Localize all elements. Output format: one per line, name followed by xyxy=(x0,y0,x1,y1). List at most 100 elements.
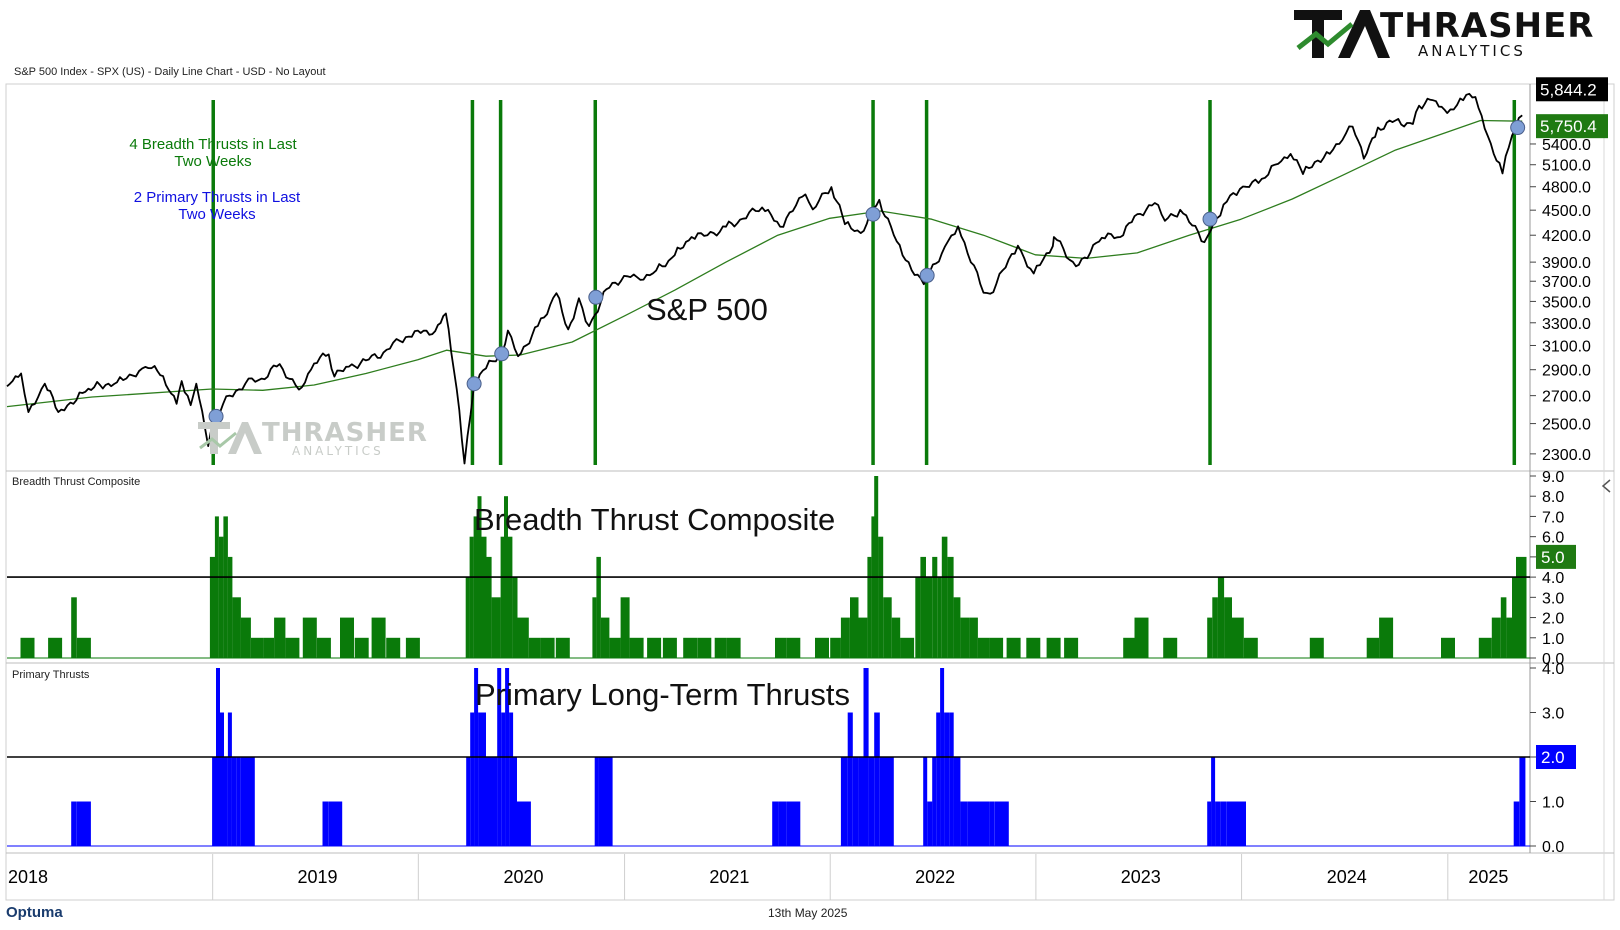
thrust-marker xyxy=(1510,120,1526,136)
price-panel: 2300.0 2500.0 2700.0 2900.0 3100.0 3300.0 3500… xyxy=(6,77,1608,465)
primary-bar xyxy=(840,757,848,846)
y-tick-label: 2500.0 xyxy=(1542,417,1591,434)
primary-bar xyxy=(1211,757,1216,846)
primary-bar xyxy=(772,801,779,846)
breadth-bar xyxy=(540,637,555,658)
breadth-bar xyxy=(926,577,933,658)
breadth-bar xyxy=(941,536,948,658)
breadth-bar xyxy=(620,597,630,658)
breadth-bar xyxy=(507,536,513,658)
breadth-bar xyxy=(371,617,386,658)
breadth-last-label: 5.0 xyxy=(1541,548,1565,567)
y-tick-label: 4500.0 xyxy=(1542,203,1591,220)
breadth-bar xyxy=(937,577,942,658)
breadth-bar xyxy=(609,637,621,658)
breadth-bar xyxy=(1500,597,1507,658)
breadth-bar xyxy=(600,617,610,658)
thrasher-logo-icon xyxy=(1294,10,1390,58)
primary-bar xyxy=(944,712,950,846)
primary-bar xyxy=(513,757,517,846)
breadth-bar xyxy=(209,556,215,658)
primary-bar xyxy=(482,712,486,846)
breadth-bar xyxy=(274,617,286,658)
x-tick-label: 2019 xyxy=(298,867,338,887)
breadth-bar xyxy=(1366,637,1380,658)
breadth-bar xyxy=(977,637,990,658)
y-tick-label: 4200.0 xyxy=(1542,228,1591,245)
primary-bar xyxy=(71,801,77,846)
breadth-bar xyxy=(232,597,241,658)
breadth-bar xyxy=(48,637,63,658)
breadth-bar xyxy=(1134,617,1149,658)
breadth-bar xyxy=(683,637,698,658)
breadth-bar xyxy=(989,637,1004,658)
breadth-bar xyxy=(1516,556,1521,658)
y-tick-label: 3100.0 xyxy=(1542,338,1591,355)
breadth-bar xyxy=(1491,617,1501,658)
breadth-bar xyxy=(1512,577,1516,658)
footer-date: 13th May 2025 xyxy=(768,906,848,920)
thrust-marker xyxy=(919,267,935,283)
primary-bar xyxy=(1220,801,1227,846)
breadth-bar xyxy=(878,536,884,658)
breadth-bar xyxy=(227,556,233,658)
last-price-label: 5,844.2 xyxy=(1540,80,1597,99)
x-tick-label: 2020 xyxy=(503,867,543,887)
primary-bar xyxy=(486,757,498,846)
breadth-bar xyxy=(263,637,275,658)
breadth-tick-label: 1.0 xyxy=(1542,631,1564,648)
breadth-bar xyxy=(697,637,712,658)
primary-bar xyxy=(1519,757,1526,846)
breadth-bar xyxy=(1123,637,1135,658)
y-tick-label: 2900.0 xyxy=(1542,363,1591,380)
breadth-bar xyxy=(405,637,420,658)
price-panel-title: S&P 500 xyxy=(646,292,768,327)
breadth-bar xyxy=(465,577,470,658)
primary-bar xyxy=(847,712,853,846)
primary-bar xyxy=(879,757,894,846)
chart-frame xyxy=(5,83,1615,901)
breadth-bar xyxy=(340,617,354,658)
primary-bar xyxy=(1215,801,1221,846)
price-line xyxy=(6,92,1523,465)
breadth-bar xyxy=(915,577,921,658)
watermark-logo-icon xyxy=(198,422,262,454)
primary-bar xyxy=(598,757,613,846)
breadth-bar xyxy=(969,617,978,658)
breadth-bar xyxy=(469,536,474,658)
breadth-bar xyxy=(786,637,801,658)
primary-bar xyxy=(220,712,224,846)
y-tick-label: 2700.0 xyxy=(1542,389,1591,406)
x-tick-label: 2018 xyxy=(8,867,48,887)
primary-bar xyxy=(786,801,801,846)
primary-bar xyxy=(328,801,343,846)
primary-bar xyxy=(594,757,599,846)
primary-bar xyxy=(967,801,976,846)
breadth-bar xyxy=(512,577,518,658)
breadth-bar xyxy=(1026,637,1041,658)
breadth-bar xyxy=(1217,577,1225,658)
breadth-bar xyxy=(1212,597,1218,658)
breadth-bar xyxy=(473,516,478,658)
primary-bar xyxy=(778,801,787,846)
breadth-bar xyxy=(883,597,892,658)
breadth-bar xyxy=(71,597,77,658)
primary-bar xyxy=(927,801,933,846)
x-axis: 2018 2019 2020 2021 2022 2023 2024 2025 xyxy=(8,854,1508,900)
primary-panel-title: Primary Long-Term Thrusts xyxy=(475,677,850,712)
breadth-bar xyxy=(850,597,859,658)
primary-bar xyxy=(975,801,989,846)
breadth-tick-label: 2.0 xyxy=(1542,611,1564,628)
primary-bar xyxy=(240,757,255,846)
breadth-tick-label: 3.0 xyxy=(1542,590,1564,607)
breadth-bar xyxy=(214,516,219,658)
breadth-thrust-note: 4 Breadth Thrusts in Last Two Weeks xyxy=(129,136,297,170)
primary-bar xyxy=(509,712,514,846)
breadth-bar xyxy=(354,637,369,658)
collapse-chevron-icon xyxy=(1601,479,1611,493)
breadth-bar xyxy=(726,637,741,658)
primary-last-badge xyxy=(1536,745,1576,769)
breadth-bar xyxy=(240,617,251,658)
breadth-bar xyxy=(662,637,677,658)
primary-bar xyxy=(322,801,329,846)
